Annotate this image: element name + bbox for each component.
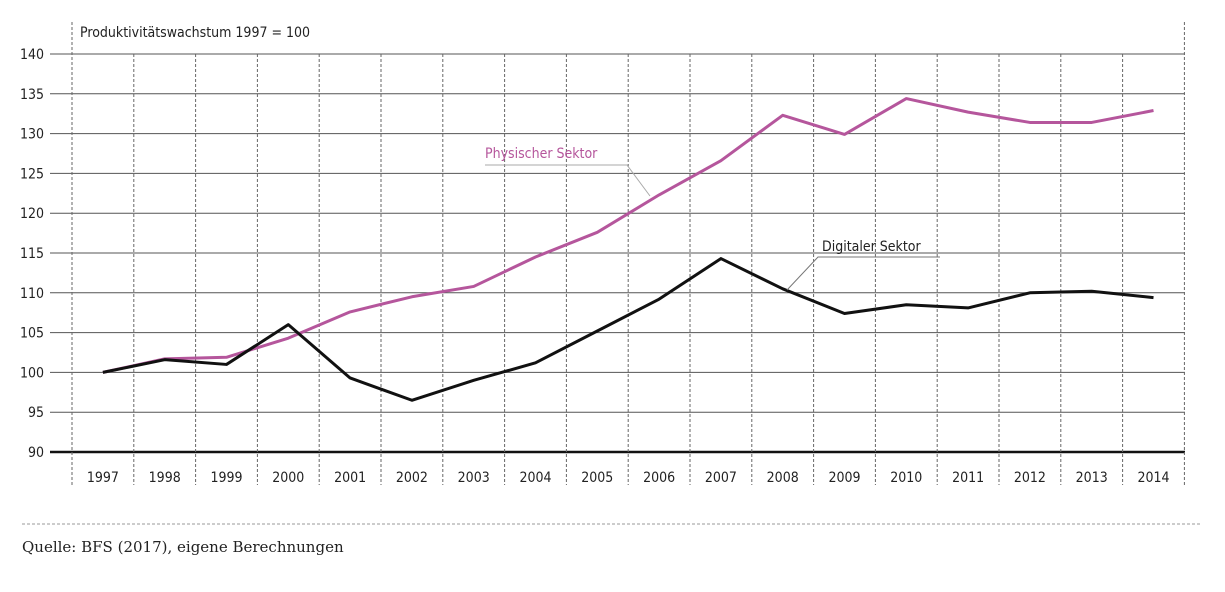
chart-title: Produktivitätswachstum 1997 = 100 <box>80 25 310 41</box>
x-tick-label: 2013 <box>1076 470 1108 486</box>
x-tick-label: 2002 <box>396 470 428 486</box>
x-tick-label: 2014 <box>1137 470 1169 486</box>
x-tick-label: 1997 <box>87 470 119 486</box>
physical-label-leader <box>485 164 651 197</box>
x-tick-label: 2011 <box>952 470 984 486</box>
x-tick-label: 2006 <box>643 470 675 486</box>
y-tick-label: 125 <box>20 166 44 182</box>
x-tick-label: 2007 <box>705 470 737 486</box>
digital-label-leader <box>786 256 940 291</box>
series-label-digital: Digitaler Sektor <box>822 239 921 255</box>
y-tick-label: 95 <box>28 405 44 421</box>
y-tick-label: 115 <box>20 246 44 262</box>
y-tick-label: 105 <box>20 326 44 342</box>
x-tick-label: 1998 <box>149 470 181 486</box>
x-tick-label: 2001 <box>334 470 366 486</box>
series-line-digital <box>102 257 1154 402</box>
x-tick-label: 2008 <box>767 470 799 486</box>
y-tick-label: 140 <box>20 47 44 63</box>
x-tick-label: 2012 <box>1014 470 1046 486</box>
x-tick-label: 2003 <box>458 470 490 486</box>
x-tick-label: 2004 <box>519 470 551 486</box>
x-tick-label: 1999 <box>210 470 242 486</box>
x-tick-label: 2010 <box>890 470 922 486</box>
y-tick-label: 90 <box>28 445 44 461</box>
y-tick-label: 110 <box>20 286 44 302</box>
y-tick-label: 130 <box>20 127 44 143</box>
y-tick-label: 120 <box>20 206 44 222</box>
series-label-physical: Physischer Sektor <box>485 146 598 162</box>
y-tick-label: 135 <box>20 87 44 103</box>
y-tick-label: 100 <box>20 365 44 381</box>
source-note: Quelle: BFS (2017), eigene Berechnungen <box>22 538 344 556</box>
x-tick-label: 2005 <box>581 470 613 486</box>
x-tick-label: 2000 <box>272 470 304 486</box>
x-tick-label: 2009 <box>828 470 860 486</box>
series-line-physical <box>102 97 1154 374</box>
